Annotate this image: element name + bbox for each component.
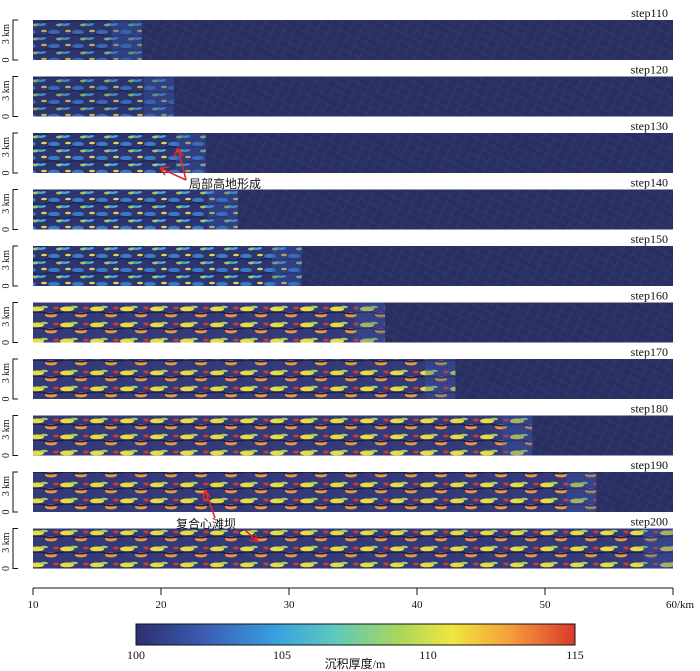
deposit-front [33,20,142,60]
panel-step160: step160 3 km 0 [1,289,673,345]
annotation-local-highland: 局部高地形成 [189,176,261,191]
deposit-front [33,189,238,230]
y-label-bottom: 0 [1,58,12,63]
colorbar-tick: 115 [566,648,584,662]
panel-step170: step170 3 km 0 [1,345,673,402]
y-label-top: 3 km [1,80,12,101]
y-axis-bracket [12,132,18,174]
step-label: step140 [631,176,668,190]
x-tick-label: 10 [28,599,40,611]
deposit-front [33,528,673,569]
step-label: step180 [631,402,668,416]
y-label-top: 3 km [1,137,12,158]
arrow-highland-2 [159,167,187,181]
step-label: step110 [631,6,668,20]
y-label-bottom: 0 [1,453,12,458]
y-label-bottom: 0 [1,397,12,402]
arrowhead-icon [248,533,259,543]
panel-step120: step120 3 km 0 [1,63,673,119]
step-label: step200 [631,515,668,529]
deposit-front-edge [207,189,238,230]
y-label-top: 3 km [1,306,12,327]
y-label-top: 3 km [1,193,12,214]
step-label: step190 [631,458,668,472]
y-axis-bracket [12,358,18,400]
deposit-front [33,415,533,456]
colorbar-tick: 105 [273,648,291,662]
annotation-composite-bar: 复合心滩坝 [176,516,236,531]
deposit-front-edge [425,359,456,399]
deposit-front [33,472,597,512]
arrow-bar-1 [204,489,216,519]
y-label-bottom: 0 [1,227,12,232]
deposit-front-edge [143,76,174,117]
panel-step140: step140 3 km 0 [1,176,673,232]
y-axis-bracket [12,189,18,230]
y-label-bottom: 0 [1,114,12,119]
step-label: step170 [631,345,668,359]
y-label-bottom: 0 [1,566,12,571]
y-label-top: 3 km [1,363,12,384]
x-tick-label: 60/km [666,599,695,611]
y-label-top: 3 km [1,532,12,553]
arrow-highland-1 [177,147,187,181]
deposit-front [33,302,385,343]
x-axis: 10 20 30 40 50 60/km [28,587,695,611]
y-label-top: 3 km [1,24,12,45]
deposit-front [33,133,206,173]
arrowhead-icon [159,166,170,176]
deposit-front-edge [355,302,385,343]
arrow-bar-2 [244,529,259,543]
y-axis-bracket [12,302,18,343]
x-tick-label: 20 [156,599,168,611]
y-label-bottom: 0 [1,510,12,515]
panel-step200: step200 3 km 0 [1,515,673,571]
step-label: step120 [631,63,668,77]
deposit-front-edge [111,20,142,60]
panel-step130: step130 3 km 0 [1,119,673,176]
x-tick-label: 30 [284,599,296,611]
step-label: step150 [631,232,668,246]
deposit-front [33,246,302,286]
annotations: 局部高地形成 复合心滩坝 [159,147,261,543]
panel-step190: step190 3 km 0 [1,458,673,515]
y-axis-bracket [12,415,18,456]
y-label-bottom: 0 [1,284,12,289]
x-tick-label: 40 [412,599,424,611]
y-label-top: 3 km [1,419,12,440]
y-axis-bracket [12,528,18,569]
panel-step180: step180 3 km 0 [1,402,673,458]
deposit-front-edge [643,528,673,569]
deposit-front-edge [566,472,597,512]
arrowhead-icon [173,147,184,158]
panel-step150: step150 3 km 0 [1,232,673,289]
colorbar-title: 沉积厚度/m [325,656,386,671]
deposit-front-edge [271,246,302,286]
y-axis-bracket [12,19,18,61]
colorbar-gradient [135,623,576,646]
deposit-front [33,359,456,399]
arrowhead-icon [202,489,211,500]
step-label: step130 [631,119,668,133]
deposit-front [33,76,174,117]
y-label-bottom: 0 [1,340,12,345]
x-tick-label: 50 [540,599,552,611]
panel-step110: step110 3 km 0 [1,6,673,63]
colorbar-tick: 110 [419,648,437,662]
colorbar-tick: 100 [127,648,145,662]
y-axis-bracket [12,245,18,287]
y-axis-bracket [12,76,18,117]
y-label-top: 3 km [1,476,12,497]
colorbar: 100 105 110 115 沉积厚度/m [127,623,584,671]
y-label-top: 3 km [1,250,12,271]
y-label-bottom: 0 [1,171,12,176]
deposit-front-edge [502,415,533,456]
y-axis-bracket [12,471,18,513]
step-label: step160 [631,289,668,303]
